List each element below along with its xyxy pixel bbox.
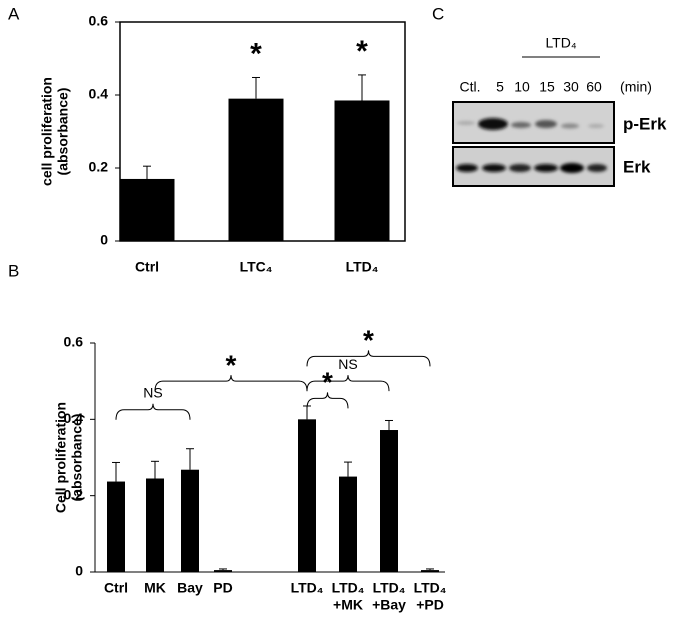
comparison-label: NS [338, 356, 357, 372]
treatment-label: LTD₄ [545, 35, 576, 51]
y-axis-label: Cell proliferation [53, 402, 69, 513]
unit-label: (min) [620, 79, 652, 95]
bar [214, 570, 232, 572]
comparison-label: * [363, 325, 374, 356]
comparison-label: NS [143, 384, 162, 400]
significance: * [356, 35, 368, 68]
y-axis-label: (absorbance) [55, 88, 71, 176]
lane-label: Ctl. [460, 79, 481, 95]
comparison-label: * [322, 367, 333, 398]
x-tick-label: LTC₄ [240, 259, 273, 275]
x-tick-label: LTD₄ [373, 580, 406, 596]
x-tick-label: +MK [333, 597, 363, 613]
blot-Erk [452, 146, 615, 187]
comparison-bracket [115, 403, 191, 420]
x-tick-label: Bay [177, 580, 203, 596]
significance: * [250, 37, 262, 70]
x-tick-label: LTD₄ [332, 580, 365, 596]
row-label: Erk [623, 157, 651, 176]
bar [421, 570, 439, 572]
x-tick-label: LTD₄ [346, 259, 379, 275]
x-tick-label: Ctrl [104, 580, 128, 596]
x-tick-label: LTD₄ [414, 580, 447, 596]
x-tick-label: Ctrl [135, 259, 159, 275]
y-tick-label: 0 [75, 563, 83, 579]
y-tick-label: 0.2 [89, 159, 109, 175]
comparison-bracket [306, 375, 390, 392]
bar [334, 100, 390, 241]
bands [456, 118, 607, 173]
y-tick-label: 0.2 [64, 486, 84, 502]
lane-label: 10 [514, 79, 530, 95]
x-tick-label: +Bay [372, 597, 406, 613]
panel-label: C [432, 4, 444, 23]
comparison-label: * [226, 350, 237, 381]
y-axis-label: cell proliferation [39, 77, 55, 186]
bar [146, 478, 164, 572]
y-tick-label: 0.4 [64, 410, 84, 426]
lane-label: 15 [539, 79, 555, 95]
bar [298, 419, 316, 572]
comparison-bracket [306, 392, 349, 409]
bar [228, 98, 284, 242]
x-tick-label: LTD₄ [291, 580, 324, 596]
lane-label: 60 [586, 79, 602, 95]
lane-label: 5 [496, 79, 504, 95]
bar [339, 476, 357, 572]
y-axis-label: (absorbance) [69, 414, 85, 502]
y-tick-label: 0.6 [64, 334, 84, 350]
blot-pErk [452, 101, 615, 144]
comparison-bracket [154, 375, 308, 392]
x-tick-label: PD [213, 580, 232, 596]
panel-label: A [8, 4, 20, 23]
row-label: p-Erk [623, 114, 667, 133]
y-tick-label: 0.4 [89, 86, 109, 102]
y-tick-label: 0 [100, 232, 108, 248]
bar [119, 178, 175, 241]
y-tick-label: 0.6 [89, 13, 109, 29]
bar [380, 430, 398, 572]
bar [181, 469, 199, 572]
lane-label: 30 [563, 79, 579, 95]
panel-label: B [8, 261, 19, 280]
x-tick-label: MK [144, 580, 166, 596]
bar [107, 481, 125, 572]
x-tick-label: +PD [416, 597, 444, 613]
